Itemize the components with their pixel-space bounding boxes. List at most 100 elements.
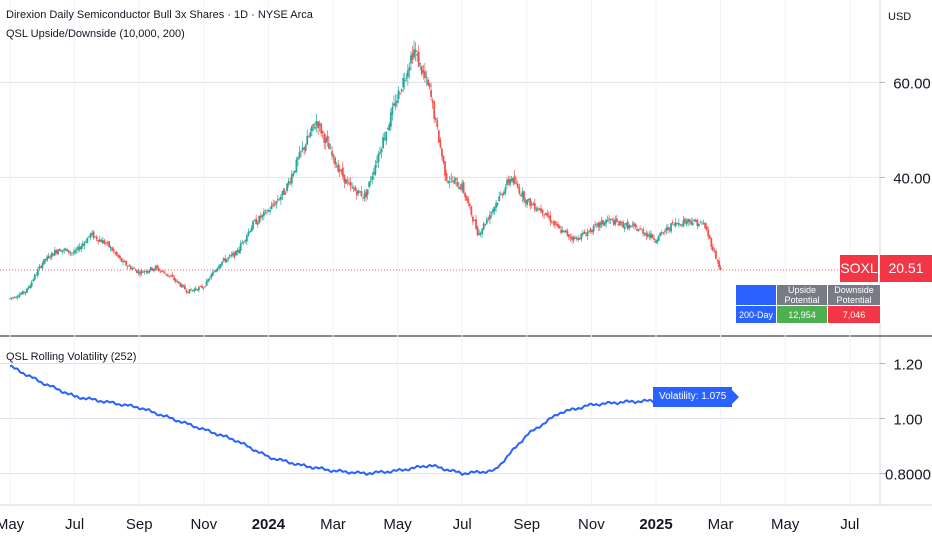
candle-body [131, 268, 134, 270]
candle-body [249, 231, 251, 233]
volatility-label: Volatility: 1.075 [653, 387, 740, 407]
candle-body [171, 274, 174, 277]
candle-body [109, 247, 112, 249]
candle-body [615, 218, 618, 223]
candle-body [679, 224, 682, 226]
candle-body [552, 222, 555, 224]
candle-body [168, 275, 171, 277]
candle-body [462, 182, 465, 193]
table-row-header: 200-Day [734, 305, 778, 324]
candle-body [482, 223, 485, 230]
currency-label: USD [888, 11, 912, 23]
candle-body [221, 261, 223, 265]
candle-body [239, 243, 242, 251]
candle-body [676, 223, 679, 225]
candle-body [119, 256, 121, 259]
candle-body [399, 93, 402, 95]
candle-body [290, 174, 293, 184]
candle-body [71, 252, 73, 254]
candle-body [146, 271, 149, 274]
candle-body [47, 255, 50, 258]
candle-body [538, 208, 541, 211]
candle-body [637, 229, 640, 232]
candle-body [270, 205, 273, 209]
candle-body [286, 183, 289, 191]
candle-body [292, 173, 295, 176]
candle-body [306, 136, 309, 145]
time-tick-label: Sep [513, 516, 540, 533]
candle-body [328, 142, 330, 149]
volatility-tick-label: 0.8000 [885, 467, 931, 484]
candle-body [458, 187, 460, 190]
candle-body [532, 203, 535, 206]
candle-body [174, 279, 177, 282]
candle-body [543, 214, 546, 216]
candle-body [269, 210, 271, 212]
candle-body [475, 219, 477, 229]
candle-body [324, 138, 327, 144]
candle-body [583, 231, 586, 234]
time-tick-label: Nov [190, 516, 217, 533]
candle-body [222, 258, 225, 261]
time-tick-label: May [0, 516, 25, 533]
candle-body [602, 219, 604, 225]
candle-body [677, 222, 680, 225]
candle-body [515, 182, 518, 184]
candle-body [403, 79, 406, 81]
candle-body [41, 263, 44, 269]
candle-body [233, 251, 236, 257]
candle-body [122, 260, 124, 262]
candle-body [81, 244, 84, 247]
candle-body [478, 233, 480, 235]
candle-body [603, 222, 606, 226]
candle-body [441, 148, 443, 157]
candle-body [608, 218, 611, 220]
candle-body [445, 173, 448, 181]
candle-body [464, 192, 467, 198]
candle-body [258, 215, 261, 223]
candle-body [293, 170, 296, 173]
candle-body [358, 191, 361, 193]
candle-body [323, 134, 326, 143]
candle-body [94, 236, 97, 238]
candle-body [309, 132, 312, 137]
candle-body [591, 230, 594, 233]
candle-body [19, 293, 22, 295]
candle-body [255, 218, 258, 225]
candle-body [126, 266, 129, 268]
candle-body [471, 216, 474, 222]
candle-body [247, 231, 250, 236]
candle-body [629, 226, 632, 227]
candle-body [619, 220, 621, 226]
candle-body [413, 49, 415, 58]
candle-body [609, 219, 612, 221]
candle-body [80, 246, 83, 250]
candle-body [628, 225, 631, 228]
candle-body [546, 213, 549, 216]
candle-body [180, 284, 183, 288]
candle-body [111, 247, 114, 251]
candle-body [201, 285, 203, 288]
candle-body [487, 218, 490, 220]
candle-body [252, 221, 254, 229]
candle-body [10, 297, 13, 299]
candle-body [310, 125, 313, 132]
candle-body [100, 239, 103, 243]
candle-body [645, 232, 648, 237]
volatility-tick-label: 1.20 [893, 357, 922, 374]
candle-body [303, 147, 306, 150]
candle-body [219, 264, 222, 268]
candle-body [575, 237, 578, 239]
candle-body [182, 285, 185, 287]
candle-body [123, 261, 126, 263]
candle-body [137, 271, 140, 274]
candle-body [213, 271, 216, 273]
indicator-label-upside-downside[interactable]: QSL Upside/Downside (10,000, 200) [6, 28, 185, 40]
candle-body [89, 233, 92, 238]
indicator-label-rolling-volatility[interactable]: QSL Rolling Volatility (252) [6, 351, 137, 363]
candle-body [465, 196, 468, 201]
candle-body [267, 210, 270, 212]
candle-body [651, 234, 654, 239]
